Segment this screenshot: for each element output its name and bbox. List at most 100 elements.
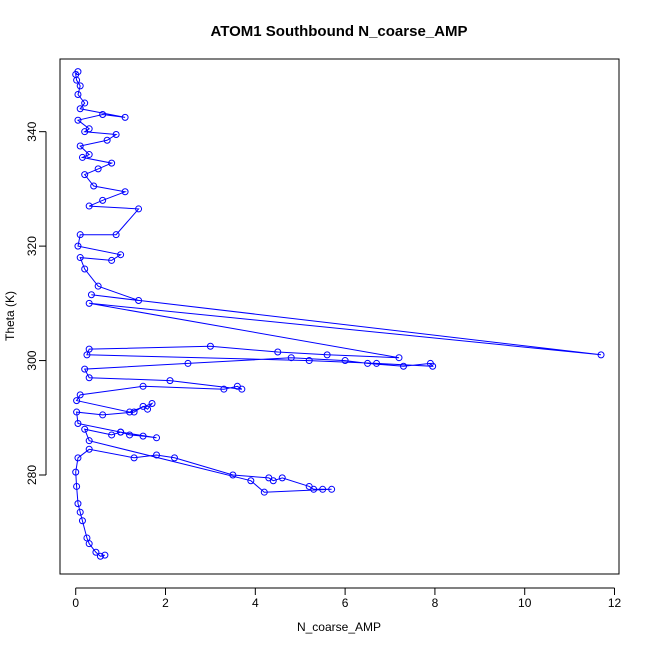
x-tick-label: 2 <box>162 596 169 610</box>
y-tick-label: 280 <box>25 465 39 485</box>
data-point <box>305 357 313 365</box>
data-point <box>74 116 82 124</box>
data-point <box>76 82 84 90</box>
data-point <box>74 500 82 508</box>
x-axis-label: N_coarse_AMP <box>297 620 381 634</box>
data-point <box>310 485 318 493</box>
y-axis-label: Theta (K) <box>3 291 17 341</box>
data-point <box>364 359 372 367</box>
data-point <box>121 113 129 121</box>
plot-frame <box>59 58 620 575</box>
data-point <box>597 351 605 359</box>
y-tick-label: 320 <box>25 236 39 256</box>
x-tick-label: 6 <box>342 596 349 610</box>
data-point <box>83 534 91 542</box>
data-point <box>85 299 93 307</box>
data-point <box>229 471 237 479</box>
chart-title: ATOM1 Southbound N_coarse_AMP <box>211 23 468 40</box>
data-point <box>101 551 109 559</box>
data-point <box>81 99 89 107</box>
data-point <box>323 351 331 359</box>
data-point <box>135 205 143 213</box>
data-point <box>73 482 81 490</box>
data-point <box>78 517 86 525</box>
data-point <box>166 377 174 385</box>
data-point <box>81 365 89 373</box>
data-point <box>83 351 91 359</box>
data-point <box>76 142 84 150</box>
data-point <box>90 182 98 190</box>
data-point <box>96 552 104 560</box>
data-point <box>85 345 93 353</box>
data-point <box>94 282 102 290</box>
data-point <box>112 231 120 239</box>
data-point <box>76 391 84 399</box>
data-point <box>341 357 349 365</box>
data-point <box>76 231 84 239</box>
data-point <box>85 125 93 133</box>
data-point <box>74 242 82 250</box>
series-line <box>75 71 602 557</box>
data-point <box>260 488 268 496</box>
data-point <box>238 385 246 393</box>
data-point <box>81 265 89 273</box>
data-point <box>148 399 156 407</box>
data-point <box>73 408 81 416</box>
data-point <box>81 171 89 179</box>
x-tick-label: 4 <box>252 596 259 610</box>
data-point <box>153 434 161 442</box>
data-point <box>99 111 107 119</box>
data-point <box>85 151 93 159</box>
data-point <box>74 454 82 462</box>
series-layer <box>72 68 605 560</box>
data-point <box>76 254 84 262</box>
data-point <box>99 196 107 204</box>
data-point <box>395 354 403 362</box>
data-point <box>373 359 381 367</box>
data-point <box>92 548 100 556</box>
data-point <box>76 508 84 516</box>
data-point <box>81 425 89 433</box>
data-point <box>78 153 86 161</box>
data-point <box>112 131 120 139</box>
data-point <box>247 477 255 485</box>
data-point <box>170 454 178 462</box>
x-tick-label: 10 <box>518 596 532 610</box>
data-point <box>117 428 125 436</box>
data-point <box>139 432 147 440</box>
data-point <box>287 354 295 362</box>
data-point <box>108 256 116 264</box>
y-tick-label: 340 <box>25 121 39 141</box>
data-point <box>130 454 138 462</box>
data-point <box>319 485 327 493</box>
data-point <box>85 202 93 210</box>
data-point <box>85 437 93 445</box>
data-point <box>74 68 82 76</box>
data-point <box>108 431 116 439</box>
data-point <box>108 159 116 167</box>
data-point <box>153 451 161 459</box>
y-axis: 280 300 320 340 <box>25 121 47 485</box>
x-tick-label: 8 <box>432 596 439 610</box>
x-tick-label: 12 <box>608 596 622 610</box>
data-point <box>85 445 93 453</box>
y-tick-label: 300 <box>25 350 39 370</box>
data-point <box>269 477 277 485</box>
data-point <box>87 291 95 299</box>
data-point <box>85 374 93 382</box>
data-point <box>130 408 138 416</box>
data-point <box>117 251 125 259</box>
data-point <box>399 362 407 370</box>
x-tick-label: 0 <box>72 596 79 610</box>
data-point <box>85 540 93 548</box>
data-point <box>278 474 286 482</box>
data-point <box>429 362 437 370</box>
data-point <box>274 348 282 356</box>
data-point <box>74 420 82 428</box>
data-point <box>328 485 336 493</box>
data-point <box>76 105 84 113</box>
data-point <box>126 408 134 416</box>
data-point <box>220 385 228 393</box>
